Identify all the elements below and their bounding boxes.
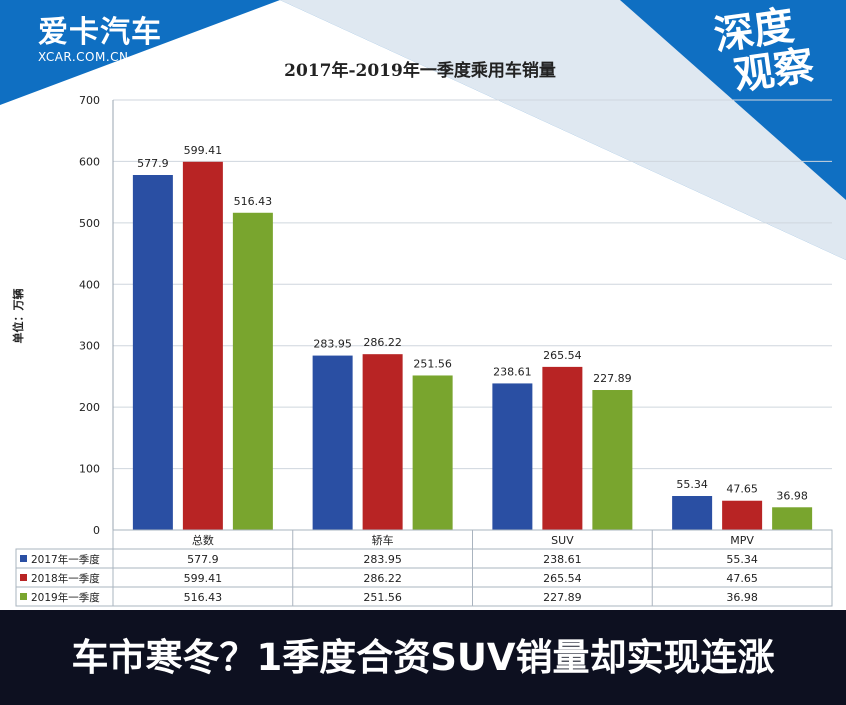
y-tick-label: 100 — [79, 463, 100, 476]
chart-title: 2017年-2019年一季度乘用车销量 — [284, 60, 556, 81]
data-label: 227.89 — [593, 372, 632, 385]
table-cell: 251.56 — [363, 591, 402, 604]
brand-logo: 爱卡汽车 XCAR.COM.CN — [38, 15, 162, 65]
y-tick-label: 200 — [79, 401, 100, 414]
table-cell: 265.54 — [543, 572, 582, 585]
brand-name: 爱卡汽车 — [38, 15, 162, 50]
category-label: SUV — [551, 534, 574, 547]
data-label: 238.61 — [493, 365, 532, 378]
bar — [412, 375, 453, 530]
data-label: 283.95 — [313, 338, 352, 351]
grid-lines — [112, 99, 832, 531]
data-label: 55.34 — [676, 478, 708, 491]
bar — [182, 161, 223, 530]
data-label: 47.65 — [726, 483, 758, 496]
data-label: 599.41 — [184, 144, 223, 157]
legend-swatch — [20, 555, 27, 562]
brand-domain: XCAR.COM.CN — [38, 50, 129, 64]
bar — [312, 355, 353, 530]
table-cell: 516.43 — [184, 591, 223, 604]
headline-banner: 车市寒冬？1季度合资SUV销量却实现连涨 — [0, 610, 846, 705]
bar — [672, 496, 713, 530]
y-tick-label: 600 — [79, 155, 100, 168]
bar — [492, 383, 533, 530]
table-cell: 238.61 — [543, 553, 582, 566]
bar — [592, 390, 633, 530]
bar — [362, 354, 403, 530]
data-label: 251.56 — [413, 357, 452, 370]
y-tick-label: 300 — [79, 340, 100, 353]
table-cell: 36.98 — [726, 591, 758, 604]
y-tick-label: 700 — [79, 94, 100, 107]
table-cell: 283.95 — [363, 553, 402, 566]
category-label: 总数 — [192, 533, 214, 547]
y-tick-labels: 0 100 200 300 400 500 600 700 — [79, 94, 100, 537]
bar — [542, 366, 583, 530]
light-stripe — [280, 0, 846, 260]
bar — [772, 507, 813, 530]
legend-entry: 2018年一季度 — [31, 572, 100, 585]
bar-chart: 2017年-2019年一季度乘用车销量 单位：万辆 0 100 200 300 400 5… — [11, 60, 833, 607]
y-tick-label: 0 — [93, 524, 100, 537]
bar — [132, 175, 173, 531]
data-label: 286.22 — [363, 336, 402, 349]
legend-entry: 2017年一季度 — [31, 553, 100, 566]
legend-swatch — [20, 593, 27, 600]
table-legend-frame — [15, 548, 114, 607]
table-cell: 47.65 — [726, 572, 758, 585]
table-cell: 599.41 — [184, 572, 223, 585]
data-label: 577.9 — [137, 157, 169, 170]
table-cell: 286.22 — [363, 572, 402, 585]
y-axis-label: 单位：万辆 — [11, 289, 25, 344]
table-cell: 227.89 — [543, 591, 582, 604]
category-label: 轿车 — [372, 533, 394, 547]
legend-entry: 2019年一季度 — [31, 591, 100, 604]
y-tick-label: 400 — [79, 278, 100, 291]
bars — [132, 161, 813, 531]
legend-swatch — [20, 574, 27, 581]
data-label: 265.54 — [543, 349, 582, 362]
data-label: 36.98 — [776, 489, 808, 502]
data-table: 总数 轿车 SUV MPV 2017年一季度 577.9 283.95 238.61 55.34… — [15, 529, 833, 607]
category-label: MPV — [730, 534, 754, 547]
y-tick-label: 500 — [79, 217, 100, 230]
bar — [722, 500, 763, 530]
table-cell: 55.34 — [726, 553, 758, 566]
table-cell: 577.9 — [187, 553, 219, 566]
data-labels: 577.9 599.41 516.43 283.95 286.22 251.56 238.6… — [137, 144, 808, 502]
bar — [232, 212, 273, 530]
data-label: 516.43 — [234, 195, 273, 208]
